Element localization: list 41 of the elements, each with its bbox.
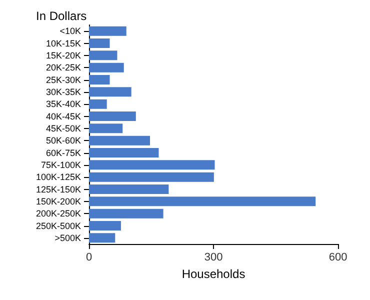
y-tick-label: 75K-100K (40, 160, 81, 170)
bar (89, 136, 150, 146)
bar (89, 208, 164, 218)
bar (89, 148, 159, 158)
x-axis-title: Households (182, 266, 246, 281)
y-tick-label: >500K (54, 232, 81, 243)
y-tick-label: 100K-125K (36, 172, 81, 182)
bar (89, 160, 215, 170)
bar (89, 196, 316, 206)
y-tick-label: <10K (60, 26, 81, 36)
y-tick-label: 200K-250K (36, 208, 81, 219)
y-tick-label: 60K-75K (46, 148, 81, 158)
y-tick-label: 25K-30K (46, 74, 81, 85)
y-tick-label: 125K-150K (36, 184, 81, 194)
y-axis-title: In Dollars (36, 9, 87, 23)
bar (89, 50, 118, 60)
y-tick-label: 35K-40K (46, 99, 81, 110)
bar (89, 87, 132, 97)
x-tick-label: 600 (328, 252, 348, 264)
bar (89, 38, 110, 48)
bar (89, 184, 169, 194)
bar (89, 99, 107, 109)
bar (89, 221, 121, 230)
bar (89, 75, 110, 84)
y-tick-label: 50K-60K (46, 136, 81, 146)
bar (89, 26, 126, 36)
y-tick-label: 15K-20K (46, 50, 81, 60)
bar (89, 112, 136, 121)
x-tick-label: 0 (86, 252, 92, 264)
y-tick-label: 40K-45K (46, 111, 81, 122)
bar (89, 172, 214, 182)
y-tick-label: 10K-15K (46, 38, 81, 48)
bar (89, 62, 124, 72)
y-tick-label: 250K-500K (36, 220, 81, 231)
y-tick-label: 45K-50K (46, 123, 81, 134)
x-tick-label: 300 (204, 252, 223, 264)
y-tick-label: 30K-35K (46, 86, 81, 97)
y-tick-label: 20K-25K (46, 62, 81, 73)
bar (89, 124, 123, 134)
y-tick-label: 150K-200K (36, 196, 81, 206)
bar (89, 233, 116, 243)
